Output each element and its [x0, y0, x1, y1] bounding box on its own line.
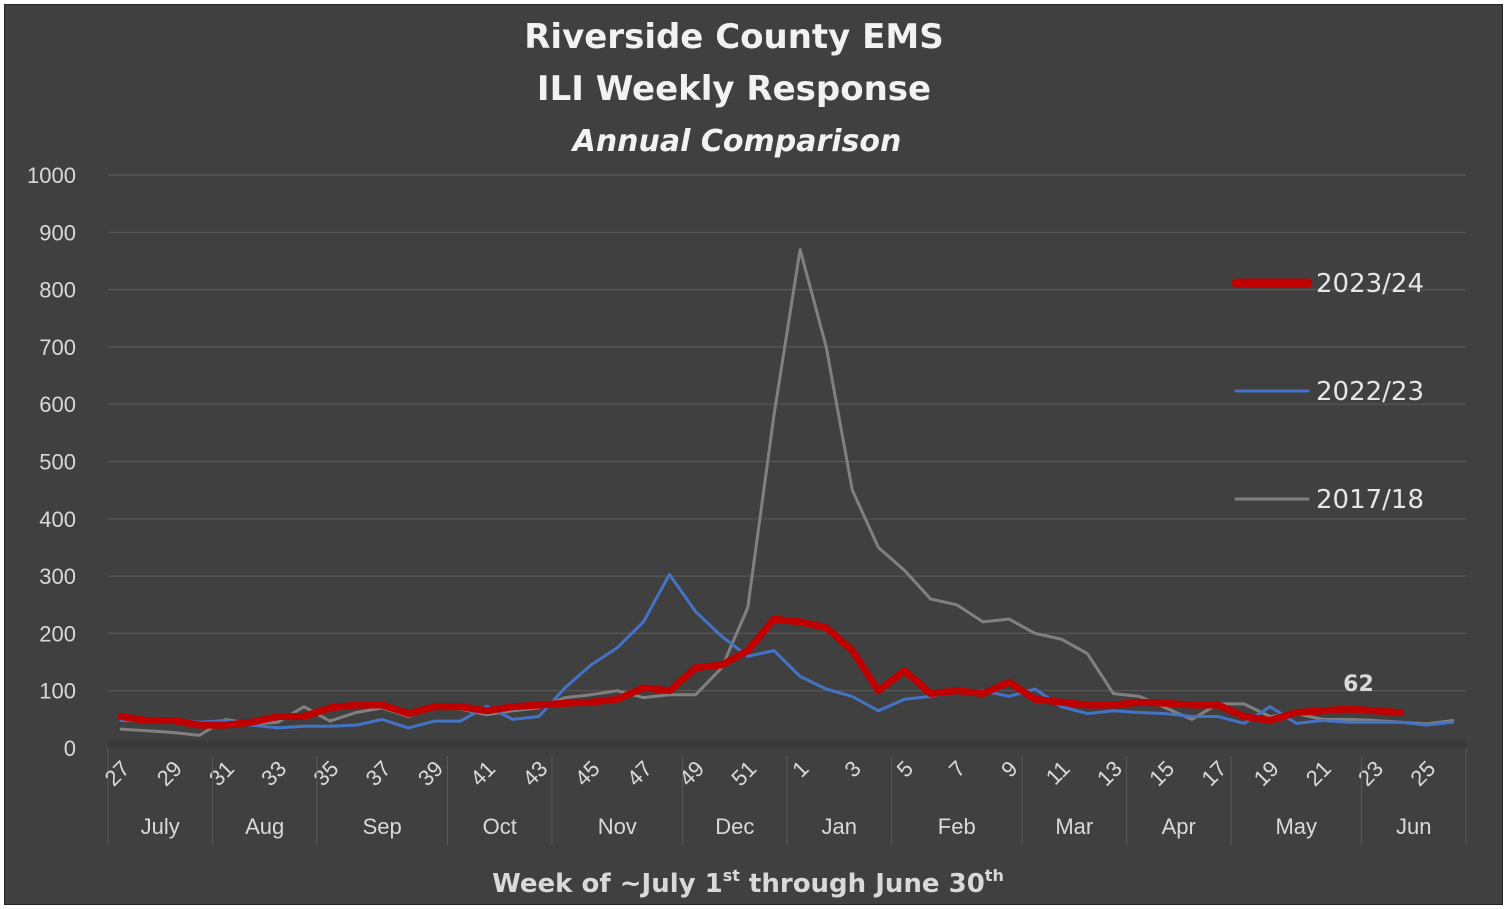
- chart-titles: Riverside County EMS ILI Weekly Response…: [524, 17, 943, 159]
- month-label-july: July: [141, 814, 180, 839]
- x-tick-label-week-29: 29: [152, 756, 187, 791]
- month-label-nov: Nov: [598, 814, 637, 839]
- x-axis-title-part-2: through June 30: [740, 869, 985, 899]
- y-tick-label-600: 600: [39, 392, 76, 417]
- x-tick-label-week-7: 7: [944, 756, 970, 782]
- month-label-sep: Sep: [363, 814, 402, 839]
- x-tick-label-week-13: 13: [1092, 756, 1127, 791]
- x-tick-label-week-1: 1: [787, 756, 813, 782]
- x-tick-label-week-33: 33: [256, 756, 291, 791]
- annotations: 62: [1343, 672, 1374, 697]
- x-tick-label-week-35: 35: [309, 756, 344, 791]
- month-label-aug: Aug: [245, 814, 284, 839]
- y-tick-label-800: 800: [39, 278, 76, 303]
- legend-label-2022-23: 2022/23: [1316, 377, 1424, 407]
- x-axis-baseline: [108, 740, 1466, 748]
- y-tick-label-200: 200: [39, 621, 76, 646]
- x-tick-label-week-15: 15: [1144, 756, 1179, 791]
- month-label-dec: Dec: [715, 814, 754, 839]
- month-label-mar: Mar: [1055, 814, 1093, 839]
- x-tick-label-week-49: 49: [674, 756, 709, 791]
- x-tick-label-week-25: 25: [1405, 756, 1440, 791]
- y-tick-label-100: 100: [39, 679, 76, 704]
- series-line-2023-24: [117, 615, 1405, 729]
- x-tick-label-week-51: 51: [726, 756, 761, 791]
- x-axis: 27 29 31 33 35 37 39 41 43 45 47 49 51 1 3 5 7 9 11 13 15 17 1…: [100, 740, 1467, 845]
- chart-frame: [4, 4, 1503, 905]
- series-lines: [117, 248, 1455, 737]
- month-label-jan: Jan: [821, 814, 856, 839]
- month-label-oct: Oct: [483, 814, 517, 839]
- grid-lines: [108, 174, 1466, 692]
- month-label-jun: Jun: [1396, 814, 1431, 839]
- y-tick-label-0: 0: [64, 736, 76, 761]
- month-label-may: May: [1275, 814, 1317, 839]
- x-tick-label-week-37: 37: [361, 756, 396, 791]
- x-tick-label-week-47: 47: [622, 756, 657, 791]
- x-tick-label-week-45: 45: [570, 756, 605, 791]
- x-tick-label-week-17: 17: [1196, 756, 1231, 791]
- x-axis-title-part-1: Week of ~July 1: [492, 869, 723, 899]
- chart-title-line-2: ILI Weekly Response: [537, 69, 931, 109]
- x-tick-label-week-39: 39: [413, 756, 448, 791]
- series-line-2022-23: [119, 572, 1455, 730]
- series-line-2017-18: [119, 248, 1455, 737]
- chart-title-line-1: Riverside County EMS: [524, 17, 943, 57]
- y-tick-label-300: 300: [39, 564, 76, 589]
- x-tick-label-week-43: 43: [517, 756, 552, 791]
- y-axis: 0 100 200 300 400 500 600 700 800 900 1000: [27, 163, 76, 761]
- legend-label-2023-24: 2023/24: [1316, 269, 1424, 299]
- x-tick-label-week-23: 23: [1353, 756, 1388, 791]
- y-tick-label-1000: 1000: [27, 163, 76, 188]
- x-tick-label-week-21: 21: [1301, 756, 1336, 791]
- x-tick-label-week-9: 9: [996, 756, 1022, 782]
- y-tick-label-700: 700: [39, 335, 76, 360]
- y-tick-label-500: 500: [39, 450, 76, 475]
- x-tick-label-week-11: 11: [1041, 756, 1075, 790]
- legend: 2023/24 2022/23 2017/18: [1231, 269, 1424, 515]
- x-axis-title-sup-2: th: [985, 866, 1004, 885]
- month-label-apr: Apr: [1162, 814, 1196, 839]
- x-tick-label-week-3: 3: [839, 756, 865, 782]
- month-label-feb: Feb: [938, 814, 976, 839]
- x-tick-label-week-27: 27: [100, 756, 135, 791]
- chart-subtitle: Annual Comparison: [571, 124, 902, 159]
- x-axis-title: Week of ~July 1st through June 30th: [492, 866, 1004, 899]
- x-tick-label-week-31: 31: [204, 756, 239, 791]
- x-tick-label-week-5: 5: [892, 756, 918, 782]
- y-tick-label-900: 900: [39, 220, 76, 245]
- x-tick-label-week-41: 41: [465, 756, 500, 791]
- x-tick-label-week-19: 19: [1249, 756, 1284, 791]
- legend-label-2017-18: 2017/18: [1316, 485, 1424, 515]
- y-tick-label-400: 400: [39, 507, 76, 532]
- x-axis-title-sup-1: st: [723, 866, 741, 885]
- data-label-2023-24-week-22: 62: [1343, 672, 1374, 697]
